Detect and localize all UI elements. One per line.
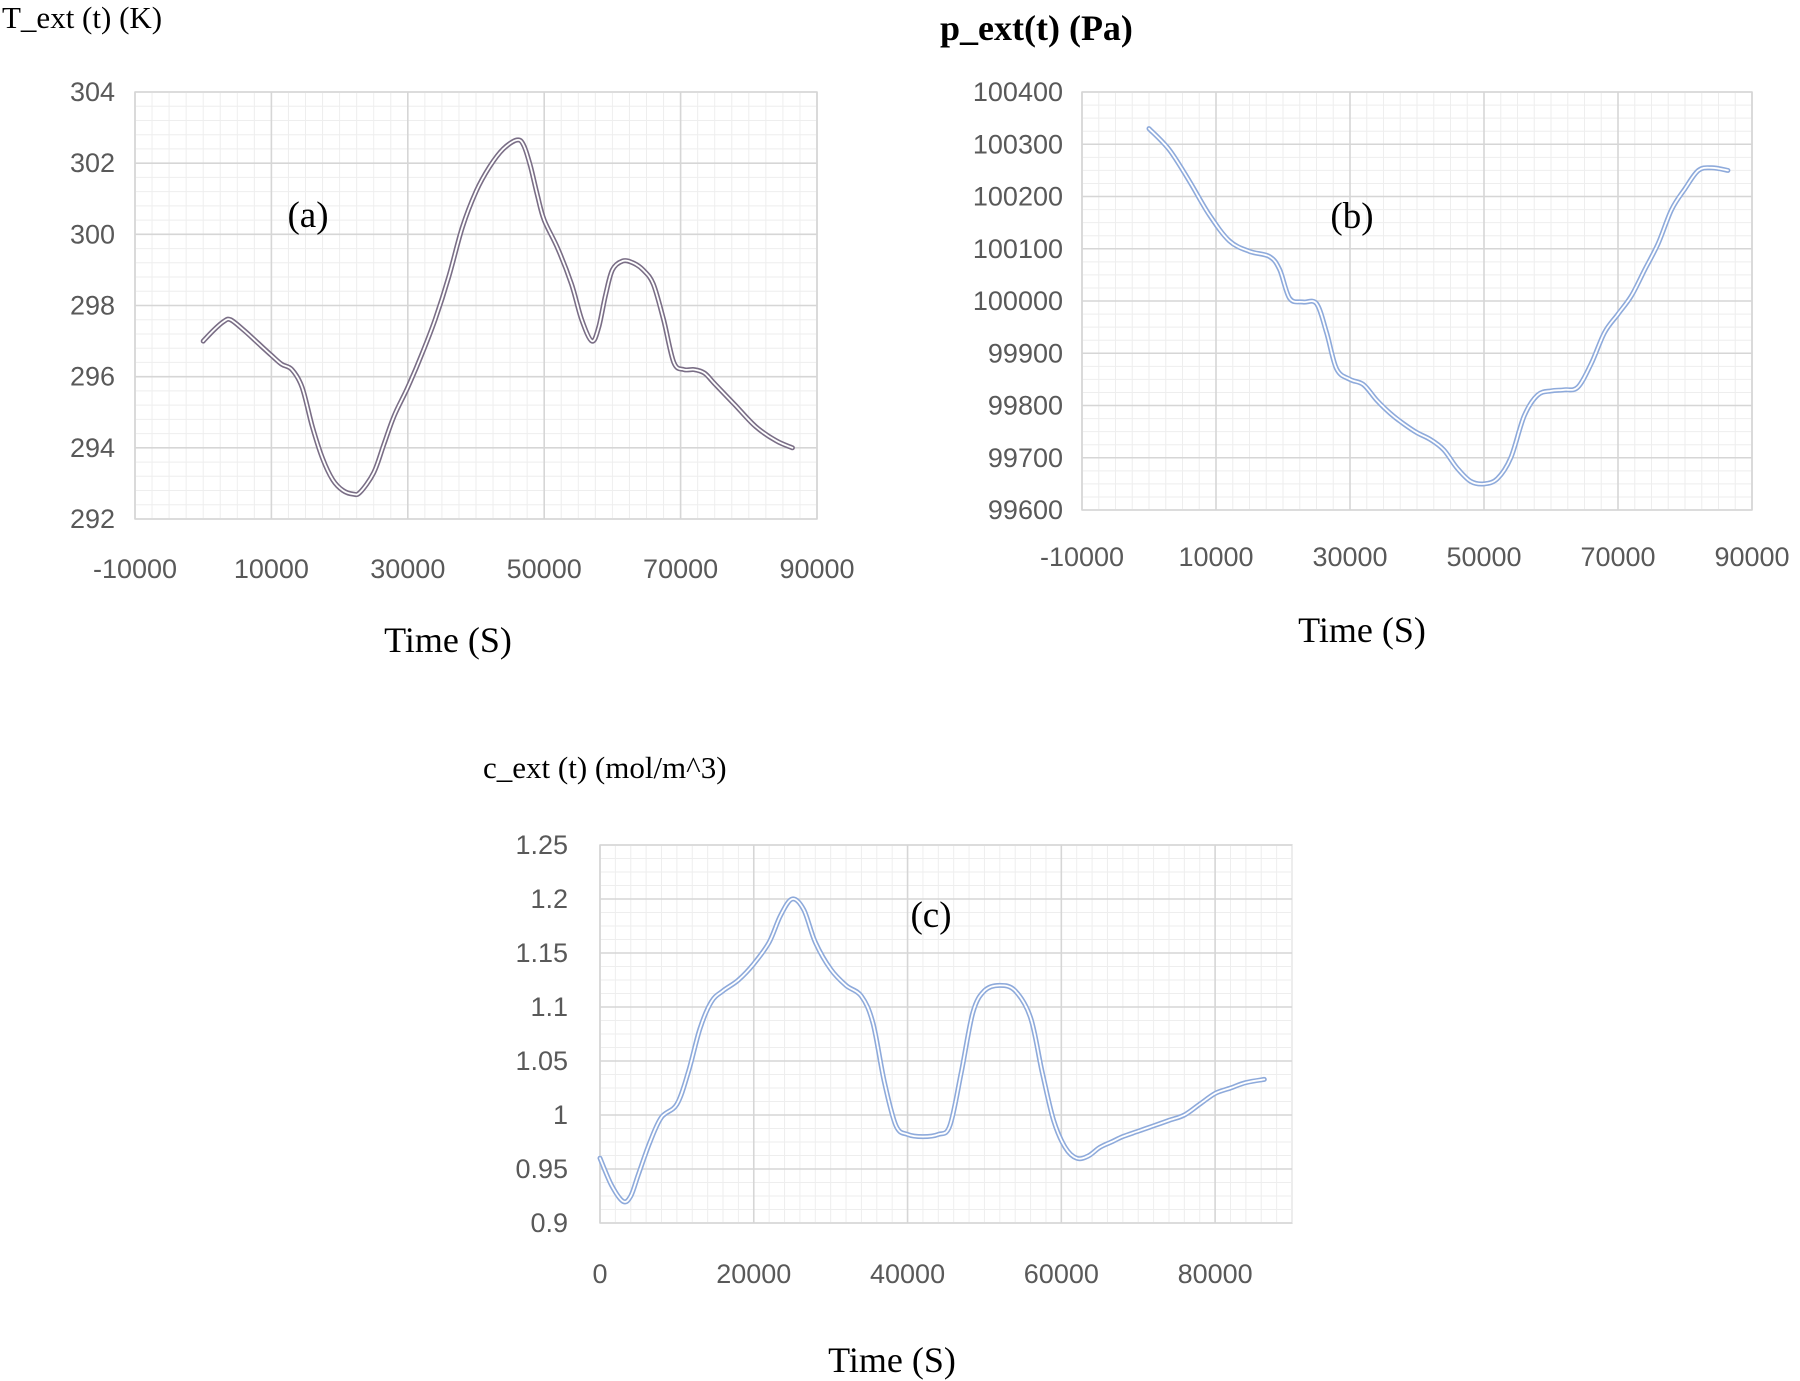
x-axis-title-c: Time (S) — [828, 1340, 956, 1380]
y-tick-label: 0.9 — [530, 1208, 568, 1238]
x-tick-label: 40000 — [870, 1259, 945, 1289]
series-line-a — [200, 137, 795, 498]
y-tick-label: 294 — [70, 433, 115, 463]
x-tick-label: -10000 — [1040, 542, 1124, 572]
y-tick-label: 100000 — [973, 286, 1063, 316]
x-tick-label: 30000 — [1312, 542, 1387, 572]
y-tick-label: 1.25 — [515, 830, 568, 860]
panel-label-b: (b) — [1330, 196, 1373, 237]
y-axis-title-b: p_ext(t) (Pa) — [940, 8, 1133, 48]
x-tick-labels-b: -10000 10000 30000 50000 70000 90000 — [1040, 542, 1790, 572]
series-line-c — [597, 896, 1267, 1205]
y-tick-label: 304 — [70, 77, 115, 107]
y-tick-label: 99600 — [988, 495, 1063, 525]
y-tick-label: 300 — [70, 219, 115, 249]
y-tick-label: 1.2 — [530, 884, 568, 914]
y-tick-label: 100200 — [973, 182, 1063, 212]
y-tick-label: 99900 — [988, 338, 1063, 368]
y-tick-labels-c: 0.9 0.95 1 1.05 1.1 1.15 1.2 1.25 — [515, 830, 568, 1238]
major-grid-c — [599, 844, 1292, 1224]
major-grid-a — [134, 91, 818, 520]
series-line-inner — [1148, 127, 1729, 485]
x-tick-label: 50000 — [1446, 542, 1521, 572]
y-tick-label: 298 — [70, 291, 115, 321]
y-tick-label: 1.15 — [515, 938, 568, 968]
y-tick-label: 296 — [70, 362, 115, 392]
x-tick-labels-c: 0 20000 40000 60000 80000 — [592, 1259, 1252, 1289]
y-tick-label: 292 — [70, 504, 115, 534]
x-tick-label: 30000 — [370, 554, 445, 584]
x-tick-label: 20000 — [716, 1259, 791, 1289]
major-grid-b — [1081, 91, 1753, 511]
series-line-inner — [202, 138, 794, 496]
y-tick-label: 0.95 — [515, 1154, 568, 1184]
chart-a: 292 294 296 298 300 302 304 -10000 10000 30000 50… — [2, 0, 855, 660]
y-tick-label: 99800 — [988, 391, 1063, 421]
y-tick-label: 302 — [70, 148, 115, 178]
x-tick-label: 80000 — [1178, 1259, 1253, 1289]
y-axis-title-a: T_ext (t) (K) — [2, 0, 162, 35]
y-tick-labels-b: 99600 99700 99800 99900 100000 100100 100200 10… — [973, 77, 1063, 525]
x-tick-label: 70000 — [1580, 542, 1655, 572]
x-axis-title-a: Time (S) — [384, 620, 512, 660]
y-tick-labels-a: 292 294 296 298 300 302 304 — [70, 77, 115, 534]
y-tick-label: 100400 — [973, 77, 1063, 107]
series-line-b — [1146, 126, 1731, 487]
y-tick-label: 1 — [553, 1100, 568, 1130]
y-axis-title-c: c_ext (t) (mol/m^3) — [483, 750, 727, 785]
chart-c: 0.9 0.95 1 1.05 1.1 1.15 1.2 1.25 0 20000 40000 60… — [483, 750, 1293, 1380]
x-tick-label: 90000 — [779, 554, 854, 584]
y-tick-label: 100100 — [973, 234, 1063, 264]
panel-label-a: (a) — [287, 195, 328, 236]
x-tick-label: 90000 — [1714, 542, 1789, 572]
x-tick-label: 0 — [592, 1259, 607, 1289]
x-tick-label: 10000 — [234, 554, 309, 584]
panel-label-c: (c) — [910, 895, 951, 936]
x-tick-label: 60000 — [1024, 1259, 1099, 1289]
y-tick-label: 1.05 — [515, 1046, 568, 1076]
x-axis-title-b: Time (S) — [1298, 610, 1426, 650]
x-tick-labels-a: -10000 10000 30000 50000 70000 90000 — [93, 554, 855, 584]
y-tick-label: 1.1 — [530, 992, 568, 1022]
x-tick-label: -10000 — [93, 554, 177, 584]
y-tick-label: 99700 — [988, 443, 1063, 473]
chart-b: 99600 99700 99800 99900 100000 100100 100200 10… — [940, 8, 1790, 650]
series-line-inner — [599, 898, 1266, 1203]
x-tick-label: 50000 — [507, 554, 582, 584]
x-tick-label: 10000 — [1178, 542, 1253, 572]
x-tick-label: 70000 — [643, 554, 718, 584]
y-tick-label: 100300 — [973, 129, 1063, 159]
